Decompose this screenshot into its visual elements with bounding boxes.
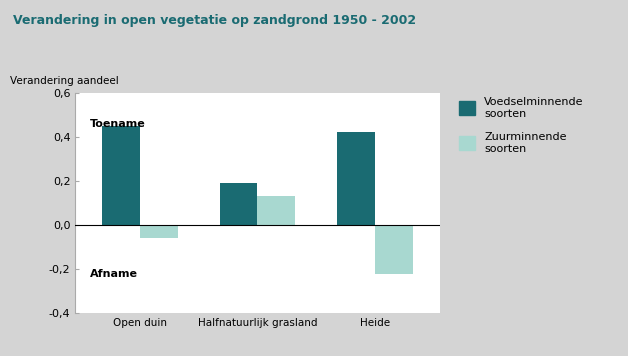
Bar [337, 132, 375, 225]
Text: Toename: Toename [90, 119, 146, 129]
Text: Verandering in open vegetatie op zandgrond 1950 - 2002: Verandering in open vegetatie op zandgro… [13, 14, 416, 27]
Bar [375, 225, 413, 273]
Bar [220, 183, 257, 225]
Text: Verandering aandeel: Verandering aandeel [10, 76, 119, 86]
Legend: Voedselminnende
soorten, Zuurminnende
soorten: Voedselminnende soorten, Zuurminnende so… [454, 93, 588, 158]
Text: Afname: Afname [90, 269, 138, 279]
Bar [140, 225, 178, 238]
Bar [257, 196, 295, 225]
Bar [102, 126, 140, 225]
